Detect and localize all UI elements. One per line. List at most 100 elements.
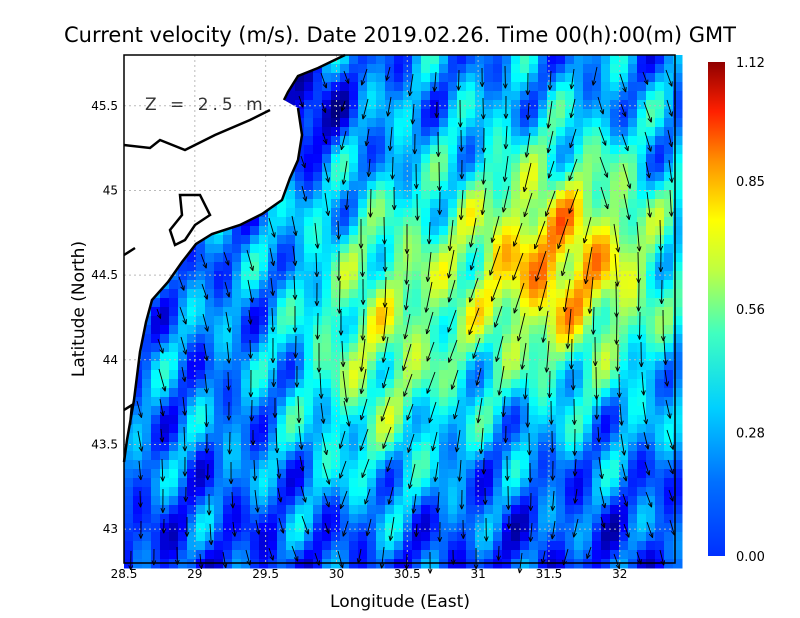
velocity-arrow bbox=[365, 128, 370, 147]
heatmap-cell bbox=[376, 442, 386, 452]
heatmap-cell bbox=[304, 172, 314, 182]
heatmap-cell bbox=[376, 109, 386, 119]
heatmap-cell bbox=[142, 541, 152, 551]
heatmap-cell bbox=[340, 505, 350, 515]
heatmap-cell bbox=[268, 262, 278, 272]
heatmap-cell bbox=[340, 280, 350, 290]
heatmap-cell bbox=[637, 100, 647, 110]
arrow-head bbox=[621, 450, 627, 456]
heatmap-cell bbox=[430, 460, 440, 470]
heatmap-cell bbox=[592, 262, 602, 272]
heatmap-cell bbox=[538, 433, 548, 443]
arrow-head bbox=[248, 392, 254, 398]
arrow-head bbox=[425, 276, 431, 282]
heatmap-cell bbox=[367, 424, 377, 434]
heatmap-cell bbox=[430, 208, 440, 218]
arrow-head bbox=[459, 174, 465, 180]
velocity-arrow bbox=[200, 253, 207, 269]
heatmap-cell bbox=[457, 55, 467, 65]
heatmap-cell bbox=[592, 424, 602, 434]
heatmap-cell bbox=[223, 262, 233, 272]
heatmap-cell bbox=[160, 370, 170, 380]
heatmap-cell bbox=[637, 469, 647, 479]
heatmap-cell bbox=[277, 289, 287, 299]
heatmap-cell bbox=[439, 433, 449, 443]
heatmap-cell bbox=[457, 415, 467, 425]
heatmap-cell bbox=[628, 118, 638, 128]
heatmap-cell bbox=[511, 118, 521, 128]
heatmap-cell bbox=[277, 262, 287, 272]
velocity-arrow bbox=[247, 279, 253, 303]
heatmap-cell bbox=[322, 433, 332, 443]
heatmap-cell bbox=[601, 64, 611, 74]
heatmap-cell bbox=[313, 289, 323, 299]
velocity-arrow bbox=[557, 218, 569, 249]
heatmap-cell bbox=[367, 100, 377, 110]
heatmap-cell bbox=[133, 550, 143, 560]
heatmap-cell bbox=[574, 226, 584, 236]
heatmap-cell bbox=[583, 334, 593, 344]
heatmap-cell bbox=[367, 451, 377, 461]
heatmap-cell bbox=[448, 307, 458, 317]
velocity-arrow bbox=[619, 403, 623, 426]
heatmap-cell bbox=[646, 541, 656, 551]
heatmap-cell bbox=[547, 424, 557, 434]
heatmap-cell bbox=[583, 262, 593, 272]
heatmap-cell bbox=[664, 289, 674, 299]
heatmap-cell bbox=[529, 163, 539, 173]
heatmap-cell bbox=[448, 505, 458, 515]
heatmap-cell bbox=[664, 307, 674, 317]
heatmap-cell bbox=[439, 442, 449, 452]
heatmap-cell bbox=[196, 505, 206, 515]
heatmap-cell bbox=[322, 190, 332, 200]
heatmap-cell bbox=[376, 478, 386, 488]
heatmap-cell bbox=[547, 352, 557, 362]
heatmap-cell bbox=[664, 451, 674, 461]
heatmap-cell bbox=[655, 226, 665, 236]
heatmap-cell bbox=[538, 370, 548, 380]
heatmap-cell bbox=[637, 334, 647, 344]
heatmap-cell bbox=[520, 451, 530, 461]
heatmap-cell bbox=[547, 541, 557, 551]
plot-frame bbox=[123, 54, 676, 564]
heatmap-cell bbox=[196, 289, 206, 299]
heatmap-cell bbox=[313, 253, 323, 263]
heatmap-cell bbox=[673, 460, 683, 470]
heatmap-cell bbox=[412, 442, 422, 452]
arrow-head bbox=[504, 475, 510, 481]
heatmap-cell bbox=[610, 181, 620, 191]
heatmap-cell bbox=[142, 415, 152, 425]
heatmap-cell bbox=[268, 442, 278, 452]
heatmap-cell bbox=[349, 136, 359, 146]
heatmap-cell bbox=[259, 541, 269, 551]
heatmap-cell bbox=[304, 316, 314, 326]
arrow-head bbox=[385, 75, 390, 81]
heatmap-cell bbox=[367, 361, 377, 371]
heatmap-cell bbox=[538, 469, 548, 479]
heatmap-cell bbox=[466, 523, 476, 533]
heatmap-cell bbox=[304, 532, 314, 542]
heatmap-cell bbox=[367, 406, 377, 416]
heatmap-cell bbox=[160, 325, 170, 335]
heatmap-cell bbox=[358, 145, 368, 155]
heatmap-cell bbox=[547, 73, 557, 83]
heatmap-cell bbox=[502, 325, 512, 335]
heatmap-cell bbox=[349, 64, 359, 74]
heatmap-cell bbox=[223, 442, 233, 452]
heatmap-cell bbox=[421, 343, 431, 353]
heatmap-cell bbox=[214, 415, 224, 425]
velocity-arrow bbox=[300, 485, 307, 503]
heatmap-cell bbox=[394, 136, 404, 146]
heatmap-cell bbox=[250, 352, 260, 362]
heatmap-cell bbox=[439, 532, 449, 542]
heatmap-cell bbox=[367, 253, 377, 263]
heatmap-cell bbox=[277, 406, 287, 416]
heatmap-cell bbox=[268, 505, 278, 515]
heatmap-cell bbox=[322, 244, 332, 254]
heatmap-cell bbox=[133, 397, 143, 407]
heatmap-cell bbox=[214, 532, 224, 542]
heatmap-cell bbox=[151, 325, 161, 335]
velocity-arrow bbox=[156, 308, 161, 319]
arrow-head bbox=[643, 79, 649, 85]
